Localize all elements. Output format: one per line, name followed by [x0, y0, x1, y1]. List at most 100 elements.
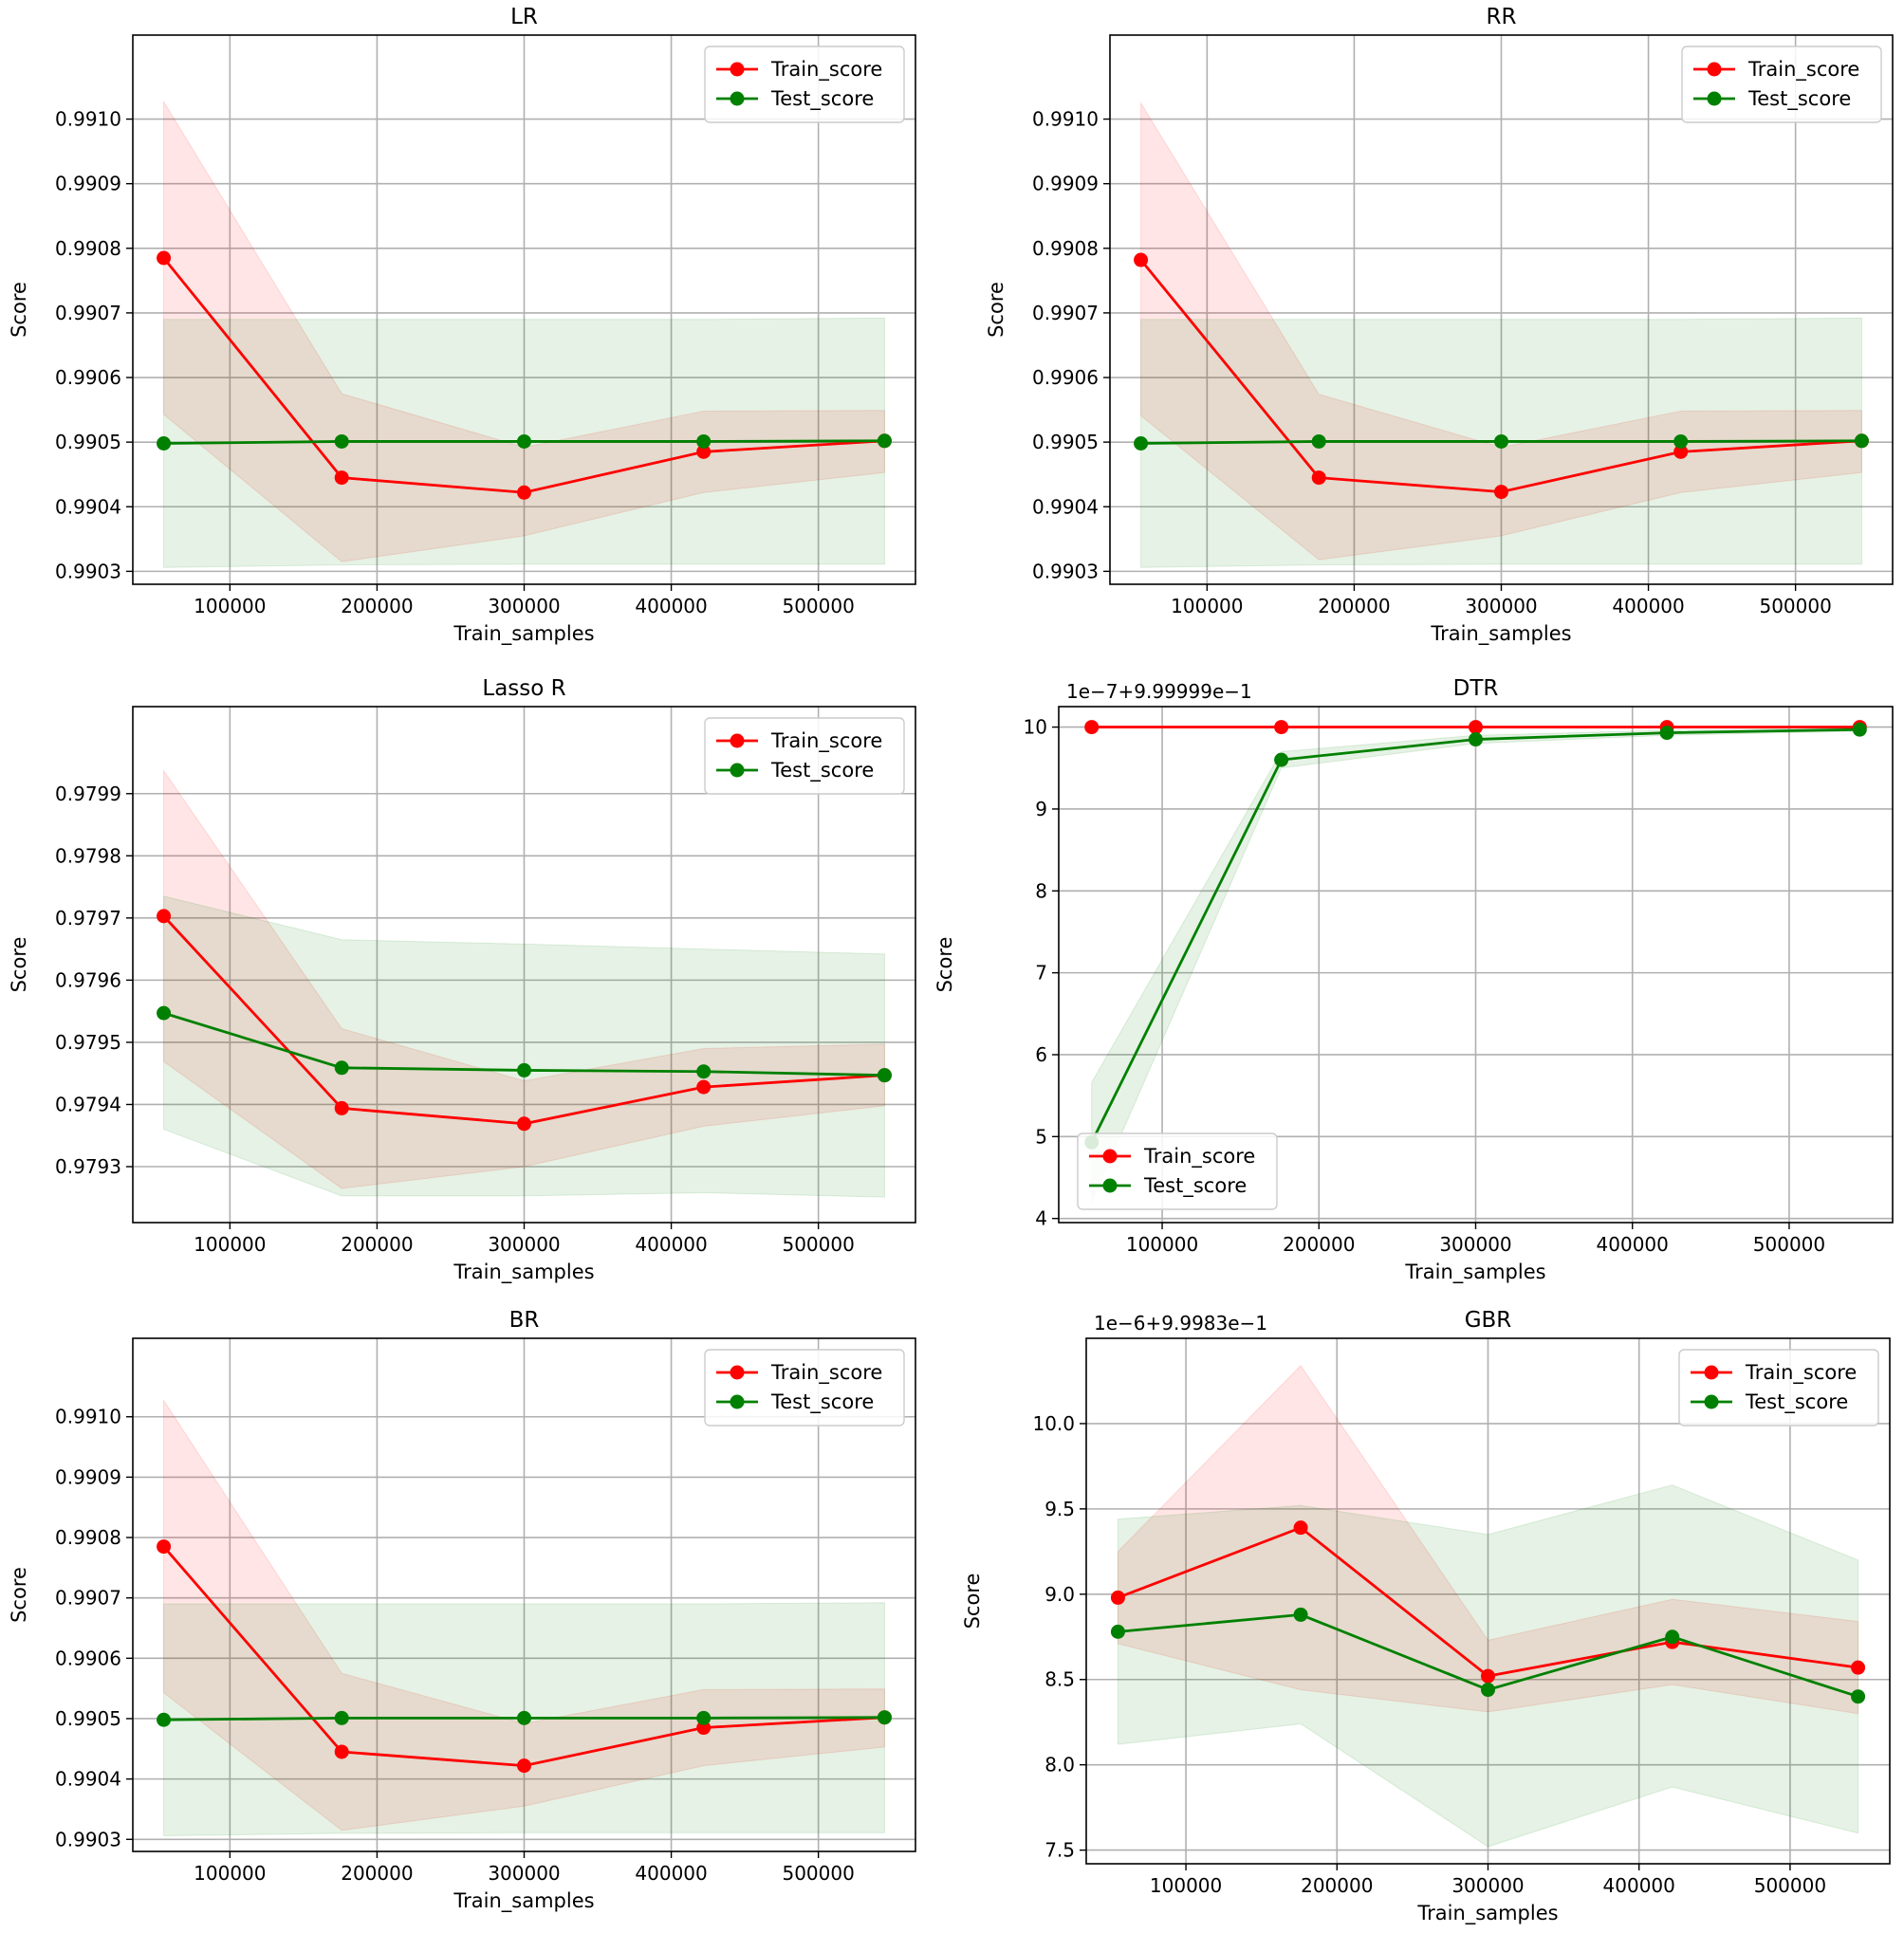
y-tick-label: 0.9907 — [55, 302, 121, 324]
x-tick-label: 100000 — [1171, 595, 1243, 617]
data-point-test-score — [877, 1068, 892, 1083]
y-axis-label: Score — [8, 1567, 30, 1623]
legend-box — [1678, 1349, 1879, 1427]
y-tick-label: 8 — [1035, 879, 1047, 902]
y-tick-label: 0.9910 — [55, 1406, 121, 1428]
legend-label: Train_score — [770, 58, 882, 82]
data-point-test-score — [517, 433, 531, 449]
y-tick-label: 0.9904 — [55, 1768, 121, 1791]
y-tick-label: 0.9910 — [1032, 108, 1099, 131]
chart-panel-0: 100000 200000 300000 400000 500000 0.9903 0.99… — [8, 5, 916, 646]
legend-label: Train_score — [770, 729, 882, 753]
data-point-test-score — [157, 1712, 172, 1727]
data-point-train-score — [517, 1758, 531, 1774]
data-point-train-score — [696, 1079, 712, 1095]
chart-panel-4: 100000 200000 300000 400000 500000 0.9903 0.99… — [8, 1308, 916, 1913]
legend-label: Test_score — [1745, 1390, 1848, 1414]
data-point-test-score — [1673, 433, 1689, 449]
y-tick-label: 0.9905 — [1032, 431, 1099, 453]
x-tick-label: 100000 — [194, 1862, 266, 1885]
x-tick-label: 100000 — [1126, 1233, 1198, 1256]
legend-swatch-marker — [1102, 1149, 1118, 1164]
legend: Train_score Test_score — [704, 46, 905, 123]
legend-box — [704, 1349, 905, 1427]
y-tick-label: 0.9907 — [1032, 302, 1099, 324]
x-tick-label: 400000 — [1597, 1233, 1669, 1256]
x-tick-label: 400000 — [635, 1233, 707, 1256]
data-point-train-score — [1110, 1590, 1125, 1605]
legend-swatch-marker — [1707, 62, 1722, 77]
data-point-train-score — [1494, 485, 1508, 500]
data-point-test-score — [696, 433, 712, 449]
legend-swatch-marker — [730, 1394, 745, 1409]
y-tick-label: 0.9903 — [1032, 560, 1099, 582]
x-axis-label: Train_samples — [1404, 1261, 1545, 1284]
y-axis-label: Score — [961, 1574, 984, 1629]
y-tick-label: 0.9908 — [1032, 237, 1099, 260]
legend-label: Test_score — [1143, 1174, 1247, 1198]
chart-title: RR — [1487, 5, 1517, 29]
legend-swatch-marker — [1102, 1178, 1118, 1193]
data-point-test-score — [1110, 1624, 1125, 1639]
y-tick-label: 0.9908 — [55, 237, 121, 260]
legend-box — [704, 717, 905, 795]
legend-label: Test_score — [770, 759, 874, 782]
y-tick-label: 8.5 — [1044, 1668, 1075, 1691]
y-tick-label: 0.9906 — [55, 366, 121, 389]
y-axis-label: Score — [8, 937, 30, 993]
data-point-test-score — [1134, 436, 1149, 451]
y-axis-label: Score — [8, 282, 30, 338]
data-point-test-score — [1274, 752, 1289, 767]
data-point-test-score — [696, 1064, 712, 1079]
chart-title: DTR — [1453, 676, 1499, 701]
legend-swatch-marker — [1704, 1365, 1719, 1380]
data-point-train-score — [157, 250, 172, 266]
x-tick-label: 100000 — [1150, 1874, 1222, 1897]
legend-label: Train_score — [770, 1361, 882, 1385]
legend: Train_score Test_score — [704, 717, 905, 795]
data-point-test-score — [1494, 433, 1508, 449]
data-point-train-score — [1469, 720, 1483, 735]
legend: Train_score Test_score — [704, 1349, 905, 1427]
legend-label: Train_score — [1143, 1145, 1255, 1169]
x-tick-label: 300000 — [1451, 1874, 1524, 1897]
x-tick-label: 200000 — [341, 1862, 413, 1885]
x-tick-label: 400000 — [1612, 595, 1684, 617]
x-tick-label: 300000 — [488, 595, 560, 617]
y-tick-label: 0.9903 — [55, 1828, 121, 1850]
data-point-train-score — [517, 1116, 531, 1132]
data-point-test-score — [157, 1005, 172, 1021]
chart-panel-3: 100000 200000 300000 400000 500000 4 5 6 7 8 9 10 DT… — [934, 676, 1894, 1284]
data-point-train-score — [1293, 1520, 1308, 1536]
data-point-train-score — [157, 1539, 172, 1555]
chart-title: Lasso R — [482, 676, 565, 701]
legend-box — [1681, 46, 1882, 123]
y-tick-label: 0.9906 — [55, 1647, 121, 1669]
y-tick-label: 9.5 — [1044, 1498, 1075, 1520]
chart-title: GBR — [1465, 1308, 1512, 1333]
legend-label: Test_score — [770, 1390, 874, 1414]
y-tick-label: 0.9909 — [55, 1465, 121, 1488]
y-tick-label: 0.9905 — [55, 431, 121, 453]
data-point-test-score — [1659, 726, 1674, 741]
data-point-test-score — [1665, 1629, 1680, 1645]
legend-swatch-marker — [730, 91, 745, 106]
legend-swatch-marker — [1707, 91, 1722, 106]
y-tick-label: 0.9906 — [1032, 366, 1099, 389]
y-tick-label: 10 — [1024, 716, 1047, 739]
y-tick-label: 0.9909 — [1032, 173, 1099, 195]
x-tick-label: 400000 — [635, 1862, 707, 1885]
y-tick-label: 0.9903 — [55, 560, 121, 582]
legend: Train_score Test_score — [1681, 46, 1882, 123]
data-point-train-score — [1673, 444, 1689, 459]
chart-panel-1: 100000 200000 300000 400000 500000 0.9903 0.99… — [985, 5, 1894, 646]
x-tick-label: 500000 — [1759, 595, 1831, 617]
x-axis-label: Train_samples — [453, 622, 594, 646]
legend-swatch-marker — [730, 1365, 745, 1380]
legend-box — [1077, 1132, 1278, 1210]
y-tick-label: 0.9794 — [55, 1093, 121, 1115]
y-tick-label: 0.9909 — [55, 173, 121, 195]
y-axis-label: Score — [985, 282, 1007, 338]
x-axis-label: Train_samples — [453, 1261, 594, 1284]
